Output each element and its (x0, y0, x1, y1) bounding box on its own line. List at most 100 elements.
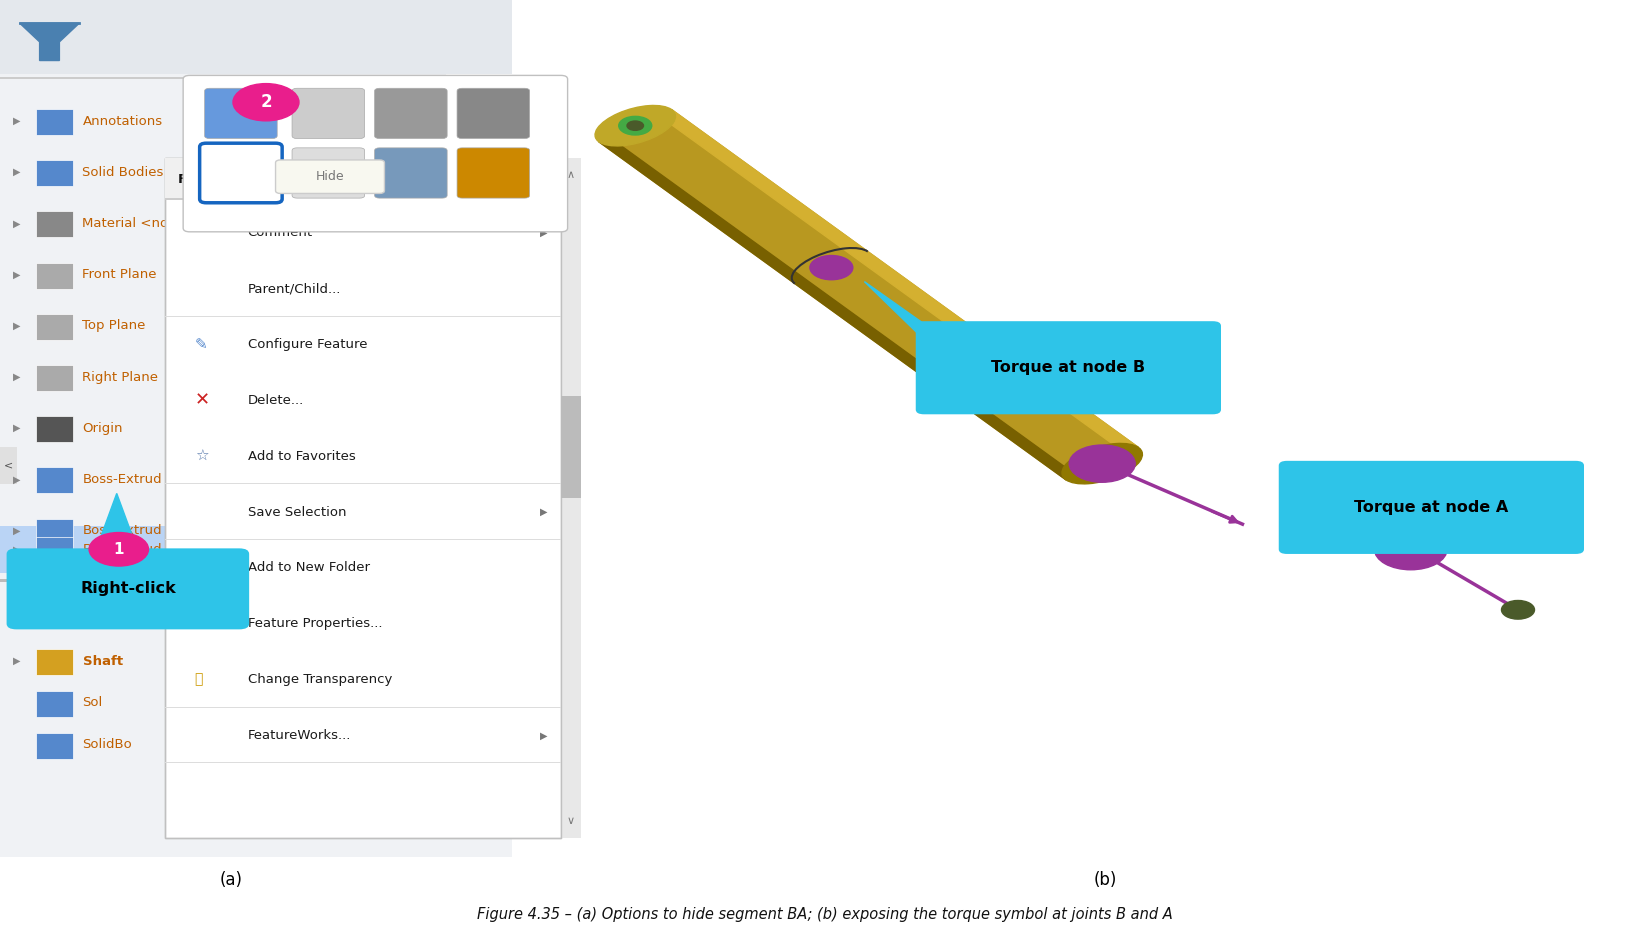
Circle shape (810, 255, 853, 279)
Bar (0, 77, 512, 79)
Text: ∨: ∨ (429, 543, 439, 556)
Text: Origin: Origin (82, 422, 124, 435)
Text: Feature Properties...: Feature Properties... (248, 617, 383, 630)
Bar (0, 579, 512, 582)
Text: ▶: ▶ (540, 507, 548, 517)
Text: Change Transparency: Change Transparency (248, 673, 393, 686)
Bar (165, 158, 561, 838)
Bar (36, 733, 73, 759)
Text: ∧: ∧ (429, 575, 439, 588)
Bar (165, 198, 561, 200)
Text: Annotations: Annotations (82, 115, 163, 128)
Text: 📁: 📁 (195, 560, 203, 575)
Text: ▶: ▶ (13, 116, 21, 126)
Text: ▶: ▶ (13, 656, 21, 666)
Text: 9-: 9- (412, 819, 422, 829)
Bar (0, 447, 16, 484)
Bar (36, 519, 73, 545)
Text: Boss-Extrud: Boss-Extrud (82, 524, 162, 537)
Text: Hide: Hide (315, 170, 345, 183)
Text: (b): (b) (1094, 870, 1117, 889)
FancyBboxPatch shape (205, 148, 277, 198)
Text: ✕: ✕ (195, 391, 210, 410)
FancyBboxPatch shape (276, 160, 384, 194)
Text: Front Plane: Front Plane (82, 268, 157, 281)
Bar (0, 526, 512, 573)
Bar (36, 314, 73, 340)
Bar (36, 160, 73, 186)
FancyBboxPatch shape (916, 321, 1221, 414)
Text: ▶: ▶ (540, 228, 548, 237)
FancyBboxPatch shape (292, 148, 365, 198)
Text: FeatureWorks...: FeatureWorks... (248, 729, 351, 742)
Ellipse shape (1063, 443, 1142, 484)
Text: Sol: Sol (82, 696, 102, 709)
Circle shape (1502, 600, 1534, 619)
Bar (426, 642, 442, 698)
Text: 2: 2 (261, 93, 272, 111)
Text: Comment: Comment (248, 226, 312, 239)
Text: Right-click: Right-click (79, 581, 177, 597)
Circle shape (619, 116, 652, 135)
Circle shape (89, 533, 148, 566)
Text: Boss-Extrud: Boss-Extrud (82, 473, 162, 486)
Text: Add to Favorites: Add to Favorites (248, 450, 355, 463)
FancyBboxPatch shape (457, 88, 530, 139)
Bar (561, 158, 581, 838)
Text: ▶: ▶ (13, 219, 21, 228)
Bar (165, 316, 561, 317)
Text: ✎: ✎ (195, 337, 208, 352)
Text: ☰: ☰ (195, 616, 208, 631)
Bar (36, 649, 73, 675)
Bar (36, 109, 73, 135)
FancyBboxPatch shape (205, 88, 277, 139)
Text: Save Selection: Save Selection (248, 506, 346, 519)
Circle shape (627, 121, 644, 130)
Text: Boss-Extrud: Boss-Extrud (82, 543, 162, 556)
FancyBboxPatch shape (457, 148, 530, 198)
Text: ▶: ▶ (13, 168, 21, 177)
Text: Solid Bodies: Solid Bodies (82, 166, 163, 179)
Text: ▶: ▶ (13, 321, 21, 331)
Text: ▶: ▶ (13, 424, 21, 433)
Text: Add to New Folder: Add to New Folder (248, 561, 370, 574)
Text: Torque at node A: Torque at node A (1355, 500, 1508, 515)
Text: Right Plane: Right Plane (82, 371, 158, 384)
Text: Shaft analysis (-D: Shaft analysis (-D (82, 608, 200, 621)
Circle shape (1374, 529, 1447, 570)
Text: Parent/Child...: Parent/Child... (248, 282, 342, 295)
Text: ▶: ▶ (540, 731, 548, 740)
FancyBboxPatch shape (1279, 461, 1584, 554)
Text: ▶: ▶ (13, 270, 21, 279)
Bar (36, 467, 73, 493)
Polygon shape (865, 281, 1046, 410)
Bar (36, 691, 73, 717)
Text: Top Plane: Top Plane (82, 319, 145, 332)
Bar (426, 261, 442, 372)
Polygon shape (599, 137, 1076, 479)
Bar (165, 762, 561, 763)
Text: Feature (Boss-Extrude3): Feature (Boss-Extrude3) (178, 173, 361, 186)
Text: Configure Feature: Configure Feature (248, 338, 366, 351)
Bar (36, 602, 73, 628)
Bar (426, 84, 442, 549)
Text: Figure 4.35 – (a) Options to hide segment BA; (b) exposing the torque symbol at : Figure 4.35 – (a) Options to hide segmen… (477, 907, 1173, 922)
FancyBboxPatch shape (292, 88, 365, 139)
Bar (165, 707, 561, 708)
Bar (36, 211, 73, 237)
Polygon shape (20, 23, 79, 61)
Bar (0, 577, 512, 857)
FancyBboxPatch shape (375, 88, 447, 139)
Text: 1: 1 (114, 542, 124, 557)
Text: Delete...: Delete... (248, 394, 304, 407)
Circle shape (1069, 445, 1135, 482)
Text: ▶: ▶ (13, 475, 21, 484)
Bar (0, 0, 512, 74)
Text: Torque at node B: Torque at node B (992, 360, 1145, 375)
Text: ▶: ▶ (13, 610, 21, 619)
Text: 👁: 👁 (195, 672, 203, 687)
Text: <: < (3, 461, 13, 470)
Polygon shape (94, 493, 139, 554)
Bar (165, 158, 561, 838)
Text: ▶: ▶ (13, 545, 21, 554)
